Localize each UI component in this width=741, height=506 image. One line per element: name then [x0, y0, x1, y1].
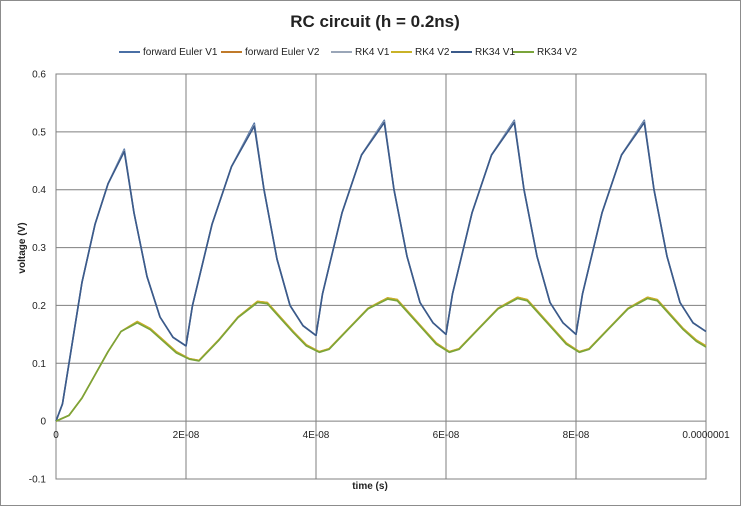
x-tick-label: 0 — [53, 430, 59, 441]
x-tick-label: 8E-08 — [563, 430, 590, 441]
chart-title: RC circuit (h = 0.2ns) — [290, 12, 460, 31]
y-tick-label: 0.1 — [32, 359, 46, 370]
legend-entry: forward Euler V1 — [143, 47, 218, 58]
x-tick-label: 2E-08 — [173, 430, 200, 441]
y-tick-label: 0.3 — [32, 243, 46, 254]
legend: forward Euler V1 forward Euler V2 RK4 V1 RK… — [119, 47, 577, 58]
y-tick-label: -0.1 — [29, 475, 47, 486]
x-tick-label: 0.0000001 — [682, 430, 730, 441]
y-tick-label: 0.4 — [32, 185, 46, 196]
legend-entry: RK4 V1 — [355, 47, 390, 58]
x-tick-label: 4E-08 — [303, 430, 330, 441]
x-tick-label: 6E-08 — [433, 430, 460, 441]
legend-entry: forward Euler V2 — [245, 47, 320, 58]
legend-entry: RK4 V2 — [415, 47, 450, 58]
y-tick-label: 0.2 — [32, 301, 46, 312]
y-axis-ticks: -0.1 0 0.1 0.2 0.3 0.4 0.5 0.6 — [29, 70, 47, 486]
legend-entry: RK34 V1 — [475, 47, 515, 58]
x-axis-label: time (s) — [352, 481, 388, 492]
y-tick-label: 0.6 — [32, 70, 46, 81]
y-tick-label: 0.5 — [32, 127, 46, 138]
plot-area — [56, 74, 706, 479]
y-axis-label: voltage (V) — [17, 222, 28, 273]
legend-entry: RK34 V2 — [537, 47, 577, 58]
y-tick-label: 0 — [40, 417, 46, 428]
